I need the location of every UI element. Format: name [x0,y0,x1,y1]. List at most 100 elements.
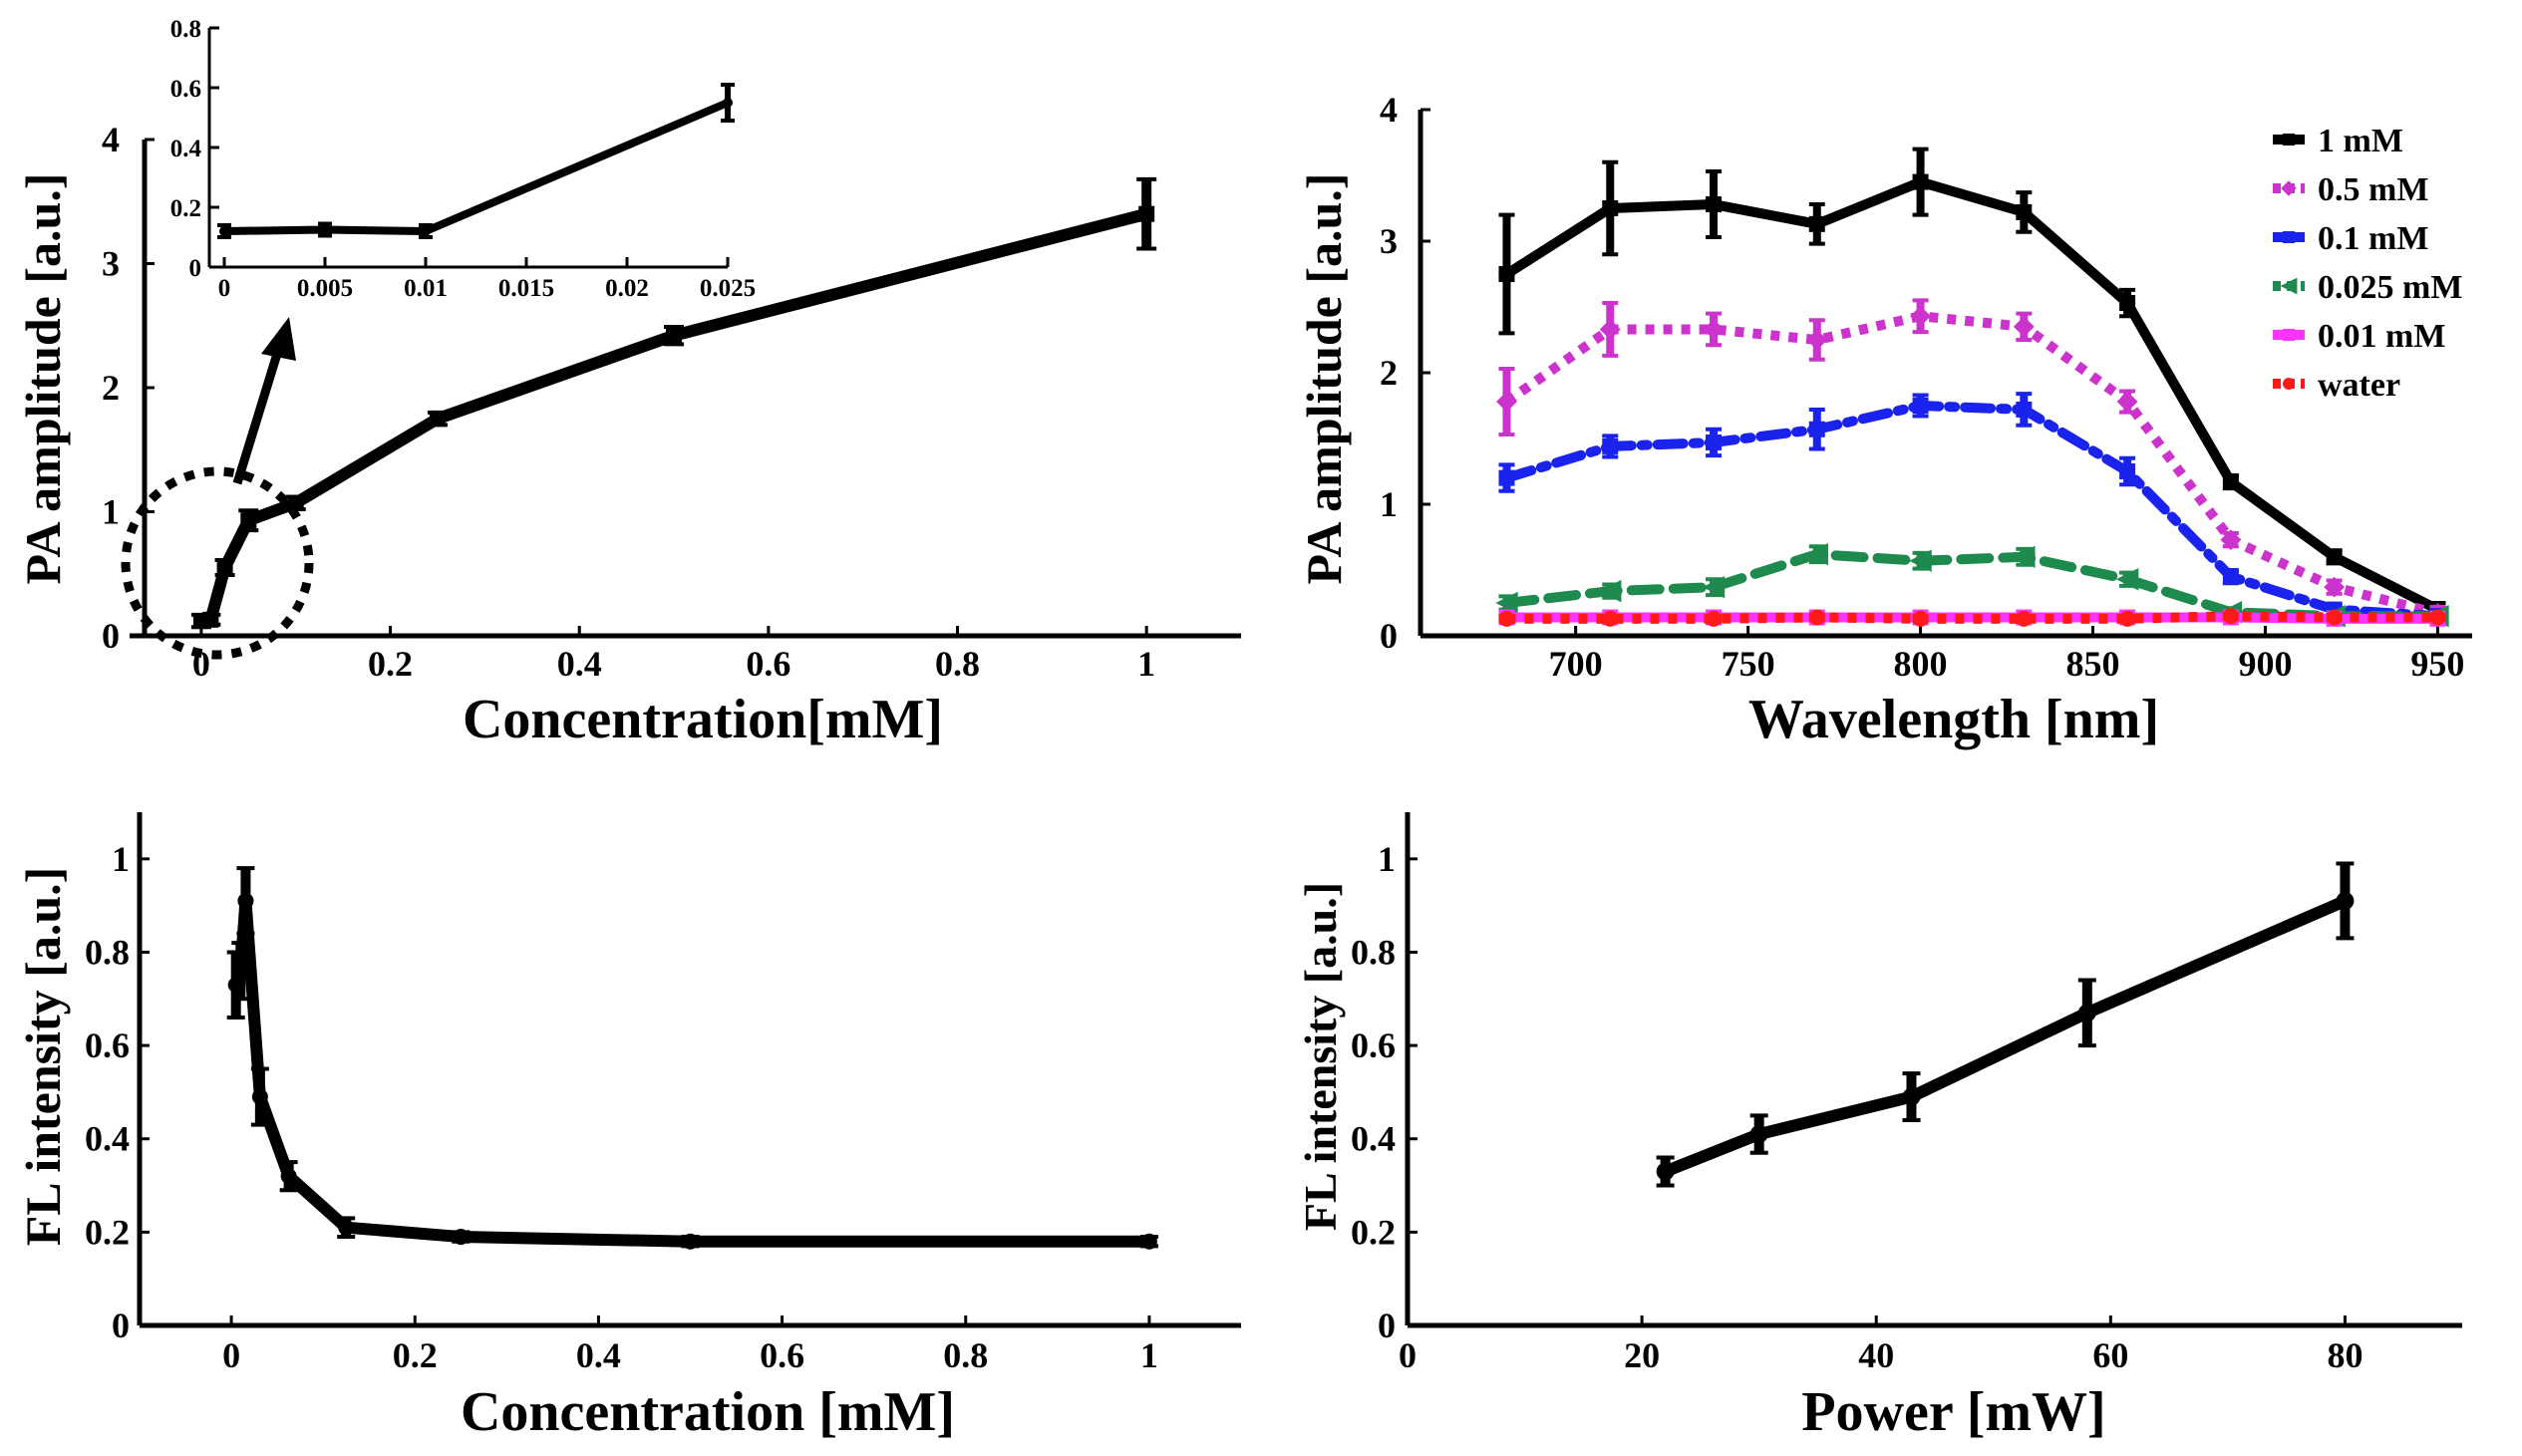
legend: 1 mM 0.5 mM 0.1 mM 0.025 mM 0.01 mM water [2273,123,2462,404]
data-point-marker-5-2 [1706,610,1723,627]
data-point-marker-legend-1 [2281,180,2297,196]
legend-label: 0.1 mM [2318,220,2428,257]
data-point-marker-0-5 [338,1219,355,1236]
data-point-marker-0-1 [1602,200,1619,216]
legend-label: 0.025 mM [2318,269,2462,306]
x-tick-label: 0 [1399,1335,1417,1375]
data-point-marker-2-3 [1808,421,1825,437]
data-point-marker-legend-4 [2283,329,2295,341]
data-point-marker-0-3 [251,1088,268,1105]
data-point-marker-1-2 [1703,319,1725,340]
y-tick-label: 2 [102,368,120,408]
data-point-marker-3-0 [1495,591,1518,615]
x-tick-label: 0.02 [605,275,649,302]
data-point-marker-legend-0 [2283,134,2295,146]
inset-arrow-shaft [232,352,282,485]
data-point-marker-5-1 [1602,610,1619,627]
data-point-marker-2-2 [1706,434,1723,450]
chart-pa-inset: 0 0.005 0.01 0.015 0.02 0.025 0 0.2 0.4 0.6 0.8 [170,16,756,302]
data-point-marker-0-2 [216,559,233,576]
x-tick-label: 800 [1894,644,1948,684]
y-tick-label: 0.4 [170,136,202,162]
legend-label: 0.01 mM [2318,318,2445,355]
chart-fl-vs-concentration: 0 0.2 0.4 0.6 0.8 1 0 0.2 0.4 0.6 0.8 1 [85,812,1241,1375]
x-tick-label: 80 [2327,1335,2363,1375]
y-tick-label: 0.6 [1351,1025,1396,1065]
data-point-marker-5-9 [2429,609,2446,626]
data-point-marker-5-3 [1808,609,1825,626]
x-tick-label: 0.8 [943,1335,988,1375]
y-tick-label: 0 [1380,616,1398,656]
y-tick-label: 3 [102,244,120,284]
series-line-0 [229,894,1155,1248]
series-water [1498,608,2446,627]
x-tick-label: 1 [1140,1335,1158,1375]
data-point-marker-1-7 [2220,529,2242,551]
axis-title-y-pa-concentration: PA amplitude [a.u.] [15,173,71,585]
data-point-marker-0-4 [1912,173,1929,190]
series-line-0 [1501,176,2443,615]
x-tick-label: 0.005 [297,275,353,302]
data-point-marker-2-1 [1602,437,1619,454]
x-tick-label: 0.01 [404,275,448,302]
data-point-marker-0-6 [666,327,683,344]
series-line-1 [1503,311,2439,619]
axis-title-x-fl-concentration: Concentration [mM] [461,1381,955,1443]
data-point-marker-3-4 [1909,549,1932,572]
data-point-marker-0-1 [202,611,219,628]
data-point-marker-2-6 [2119,463,2136,479]
data-point-marker-0-6 [2119,295,2136,312]
legend-label: water [2318,367,2400,404]
y-tick-label: 0.8 [170,16,201,43]
y-tick-label: 0.4 [1351,1119,1396,1159]
y-tick-label: 0.8 [85,932,130,972]
legend-label: 1 mM [2318,123,2403,159]
data-point-marker-2-7 [2222,568,2239,585]
x-tick-label: 0.025 [700,275,756,302]
data-point-marker-5-0 [1498,610,1515,627]
y-tick-label: 0 [102,616,120,656]
x-tick-label: 850 [2066,644,2120,684]
axis-title-x-wavelength: Wavelength [nm] [1748,689,2159,750]
data-point-marker-0-3 [1808,215,1825,232]
y-tick-label: 0.2 [85,1212,130,1252]
y-tick-label: 0.6 [85,1025,130,1065]
x-tick-label: 0.4 [576,1335,621,1375]
data-point-marker-1-8 [2324,576,2346,598]
x-tick-label: 0 [218,275,231,302]
legend-label: 0.5 mM [2318,171,2428,208]
y-tick-label: 0.2 [170,195,201,222]
axis-title-x-power: Power [mW] [1801,1381,2105,1443]
data-point-marker-0-1 [232,963,249,980]
series-FL-power [1656,861,2355,1188]
x-tick-label: 0.015 [498,275,554,302]
y-tick-label: 4 [102,120,120,159]
data-point-marker-3-3 [1805,542,1828,566]
data-point-marker-0-1 [320,224,330,235]
data-point-marker-0-0 [219,226,229,236]
data-point-marker-legend-3 [2280,277,2298,295]
data-point-marker-2-4 [1912,398,1929,414]
x-tick-label: 0.6 [746,644,790,684]
data-point-marker-0-3 [2077,1004,2096,1022]
data-point-marker-0-2 [421,226,431,236]
series-line-5 [1506,611,2438,624]
y-tick-label: 0 [189,255,202,282]
data-point-marker-legend-5 [2283,378,2295,390]
data-point-marker-0-3 [240,512,257,529]
y-tick-label: 1 [1380,484,1398,524]
chart-pa-vs-wavelength: 700 750 800 850 900 950 0 1 2 3 4 1 mM 0.5 mM 0.1 mM 0… [1380,90,2472,684]
data-point-marker-5-6 [2119,610,2136,627]
x-tick-label: 0.4 [557,644,602,684]
data-point-marker-0-2 [237,892,254,909]
axis-title-y-fl-power: FL intensity [a.u.] [1295,882,1346,1231]
x-tick-label: 0 [222,1335,240,1375]
chart-pa-vs-concentration: 0 0.2 0.4 0.6 0.8 1 0 1 2 3 4 [102,120,1241,684]
highlight-circle [121,466,314,660]
data-point-marker-0-2 [1902,1087,1921,1106]
y-tick-label: 0 [1378,1306,1396,1345]
chart-fl-vs-power: 0 20 40 60 80 0 0.2 0.4 0.6 0.8 1 [1351,812,2462,1375]
data-point-marker-1-4 [1910,305,1931,327]
data-point-marker-0-4 [287,494,304,511]
series-PA-low [217,83,735,239]
